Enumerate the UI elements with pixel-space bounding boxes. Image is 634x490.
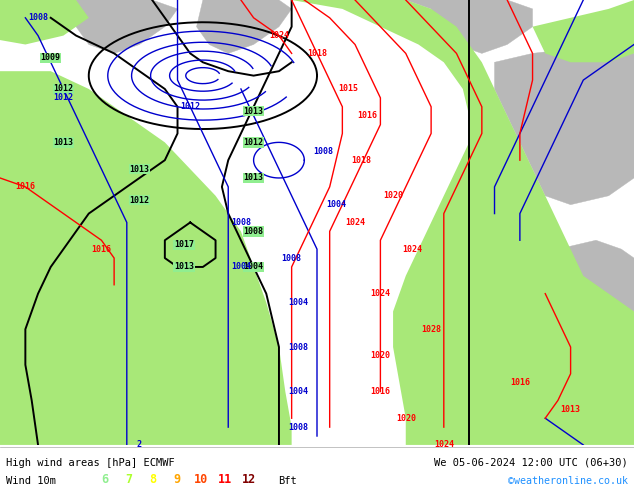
- Text: 1013: 1013: [560, 405, 581, 414]
- Text: 10: 10: [194, 473, 208, 487]
- Text: 1018: 1018: [307, 49, 327, 58]
- Text: 1013: 1013: [174, 263, 194, 271]
- Text: 1015: 1015: [339, 84, 359, 94]
- Text: 1017: 1017: [174, 240, 194, 249]
- Text: 1012: 1012: [243, 138, 264, 147]
- Text: 1012: 1012: [129, 196, 150, 205]
- Text: 1008: 1008: [288, 422, 308, 432]
- Text: Wind 10m: Wind 10m: [6, 476, 56, 487]
- Text: 1009: 1009: [41, 53, 61, 62]
- Text: 1013: 1013: [53, 138, 74, 147]
- Text: 1024: 1024: [402, 245, 422, 254]
- Text: 1004: 1004: [231, 263, 251, 271]
- Text: 1020: 1020: [396, 414, 416, 423]
- Text: 1016: 1016: [510, 378, 530, 387]
- Text: 1004: 1004: [288, 387, 308, 396]
- Text: 1008: 1008: [231, 218, 251, 227]
- Text: 1013: 1013: [243, 107, 264, 116]
- Text: 1024: 1024: [434, 441, 454, 449]
- Text: 1008: 1008: [281, 253, 302, 263]
- Text: 1016: 1016: [91, 245, 112, 254]
- Text: 1024: 1024: [345, 218, 365, 227]
- Text: 1008: 1008: [28, 13, 48, 23]
- Text: 7: 7: [125, 473, 133, 487]
- Text: 1012: 1012: [180, 102, 200, 111]
- Text: 6: 6: [101, 473, 108, 487]
- Text: 1012: 1012: [53, 94, 74, 102]
- Text: 1016: 1016: [358, 111, 378, 120]
- Text: We 05-06-2024 12:00 UTC (06+30): We 05-06-2024 12:00 UTC (06+30): [434, 458, 628, 467]
- Text: 1013: 1013: [243, 173, 264, 182]
- Text: 1004: 1004: [288, 298, 308, 307]
- Text: ©weatheronline.co.uk: ©weatheronline.co.uk: [508, 476, 628, 487]
- Text: 12: 12: [242, 473, 256, 487]
- Text: 1016: 1016: [15, 182, 36, 192]
- Text: 1024: 1024: [370, 289, 391, 298]
- Text: High wind areas [hPa] ECMWF: High wind areas [hPa] ECMWF: [6, 458, 175, 467]
- Text: 1016: 1016: [370, 387, 391, 396]
- Text: 1004: 1004: [326, 200, 346, 209]
- Text: 1018: 1018: [351, 156, 372, 165]
- Text: 1020: 1020: [370, 351, 391, 361]
- Text: Bft: Bft: [278, 476, 297, 487]
- Text: 1008: 1008: [288, 343, 308, 351]
- Text: 9: 9: [173, 473, 181, 487]
- Text: 2: 2: [137, 441, 142, 449]
- Text: 1020: 1020: [383, 191, 403, 200]
- Text: 1004: 1004: [243, 263, 264, 271]
- Text: 11: 11: [218, 473, 232, 487]
- Text: 1024: 1024: [269, 31, 289, 40]
- Text: 1013: 1013: [129, 165, 150, 173]
- Text: 1008: 1008: [243, 227, 264, 236]
- Text: 1008: 1008: [313, 147, 333, 156]
- Text: 1028: 1028: [421, 325, 441, 334]
- Text: 1012: 1012: [53, 84, 74, 94]
- Text: 8: 8: [149, 473, 157, 487]
